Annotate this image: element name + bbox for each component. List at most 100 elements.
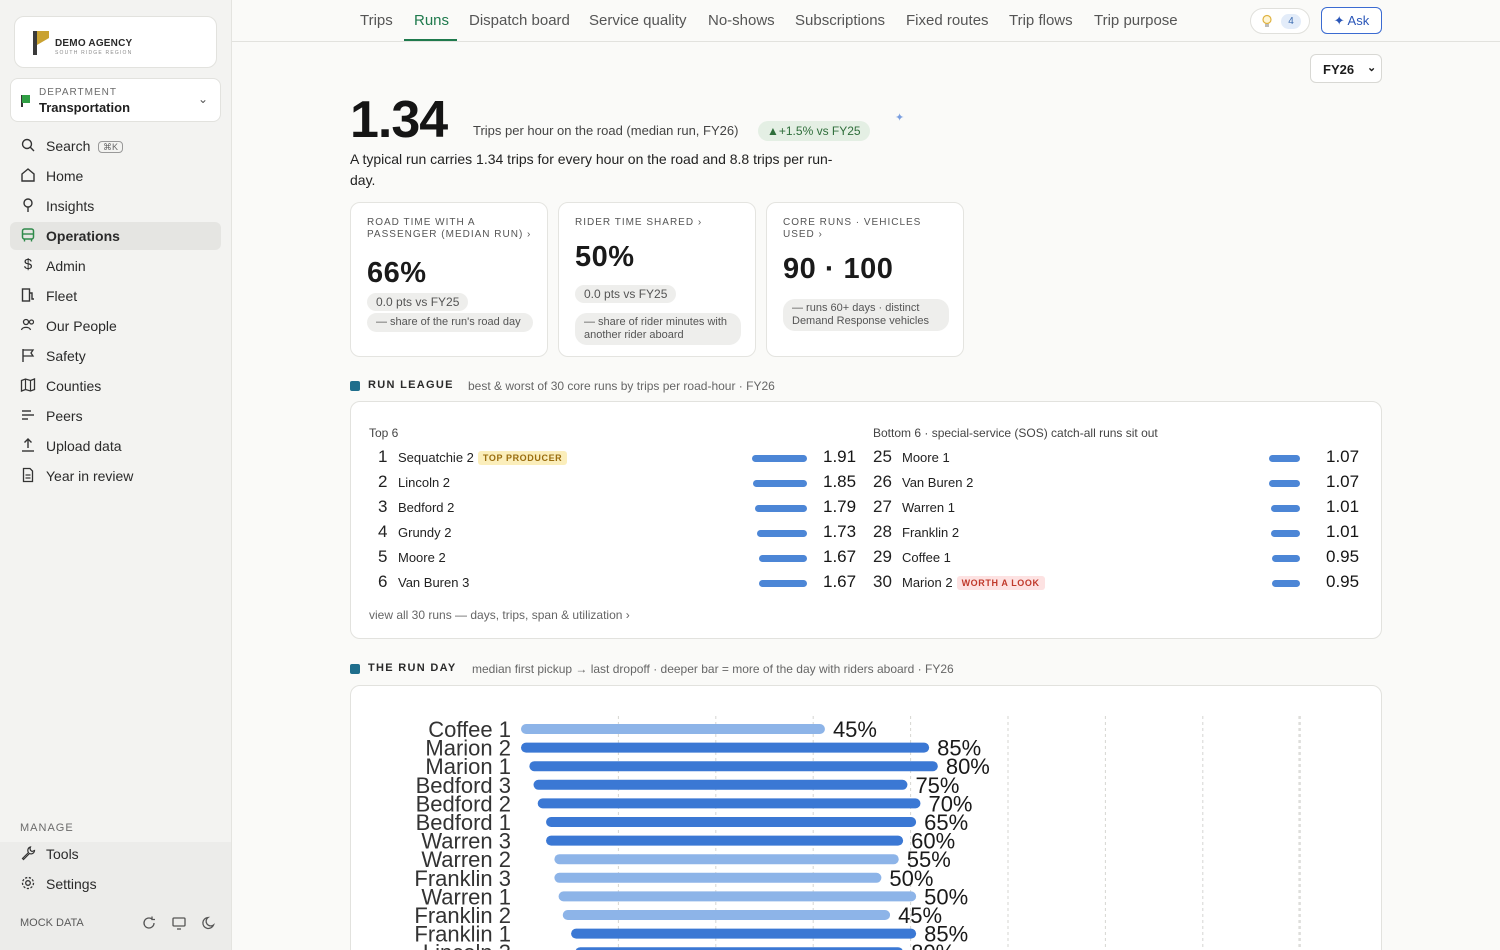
moon-icon[interactable] bbox=[201, 915, 217, 931]
department-name: Transportation bbox=[39, 100, 131, 115]
department-flag-icon bbox=[22, 95, 30, 103]
sidebar-item-tools[interactable]: Tools bbox=[10, 840, 221, 868]
sidebar-item-peers[interactable]: Peers bbox=[10, 402, 221, 430]
insights-button[interactable]: 4 bbox=[1250, 8, 1310, 34]
league-value: 1.01 bbox=[1326, 497, 1360, 516]
sidebar-item-upload-data[interactable]: Upload data bbox=[10, 432, 221, 460]
sparkle-icon[interactable]: ✦ bbox=[895, 112, 905, 124]
run-day-bar[interactable] bbox=[546, 835, 904, 846]
league-rank: 26 bbox=[873, 472, 892, 491]
league-value: 1.01 bbox=[1326, 522, 1360, 541]
sidebar-item-admin[interactable]: $ Admin bbox=[10, 252, 221, 280]
run-day-value-label: 50% bbox=[924, 884, 968, 909]
league-bar bbox=[1269, 480, 1300, 487]
run-name-text: Moore 2 bbox=[398, 550, 446, 565]
sidebar-item-counties[interactable]: Counties bbox=[10, 372, 221, 400]
league-rank: 6 bbox=[378, 572, 388, 591]
run-day-value-label: 80% bbox=[911, 940, 955, 950]
sidebar-item-label: Home bbox=[46, 168, 84, 184]
league-value: 0.95 bbox=[1326, 572, 1360, 591]
league-row[interactable]: 5 Moore 2 1.67 bbox=[378, 547, 863, 569]
league-run-name: Moore 2 bbox=[398, 550, 446, 565]
run-day-category-label: Warren 2 bbox=[421, 847, 511, 872]
league-row[interactable]: 25 Moore 1 1.07 bbox=[873, 447, 1366, 469]
league-run-name: Marion 2 WORTH A LOOK bbox=[902, 575, 1045, 590]
sidebar-item-fleet[interactable]: Fleet bbox=[10, 282, 221, 310]
run-day-bar[interactable] bbox=[529, 761, 938, 772]
run-day-bar[interactable] bbox=[533, 779, 908, 790]
view-all-runs-link[interactable]: view all 30 runs — days, trips, span & u… bbox=[369, 608, 630, 622]
run-day-bar[interactable] bbox=[546, 817, 917, 827]
sidebar-item-settings[interactable]: Settings bbox=[10, 870, 221, 898]
run-day-bar[interactable] bbox=[562, 910, 891, 920]
hero-metric-value: 1.34 bbox=[350, 91, 448, 149]
sidebar-item-insights[interactable]: Insights bbox=[10, 192, 221, 220]
tab-runs[interactable]: Runs bbox=[414, 12, 450, 29]
league-row[interactable]: 30 Marion 2 WORTH A LOOK 0.95 bbox=[873, 572, 1366, 594]
worth-a-look-badge: WORTH A LOOK bbox=[956, 576, 1045, 590]
run-day-category-label: Coffee 1 bbox=[428, 717, 511, 742]
run-day-bar[interactable] bbox=[575, 947, 903, 950]
run-day-value-label: 65% bbox=[924, 810, 968, 835]
league-row[interactable]: 6 Van Buren 3 1.67 bbox=[378, 572, 863, 594]
sidebar-item-label: Counties bbox=[46, 378, 102, 394]
ask-button[interactable]: ✦ Ask bbox=[1321, 7, 1382, 34]
sidebar-item-operations[interactable]: Operations bbox=[10, 222, 221, 250]
sidebar-item-label: Search bbox=[46, 138, 91, 154]
search-icon bbox=[21, 138, 35, 152]
fiscal-year-select[interactable]: FY26 ⌄ bbox=[1310, 54, 1382, 83]
department-selector[interactable]: DEPARTMENT Transportation ⌄ bbox=[10, 78, 221, 122]
sidebar-item-label: Our People bbox=[46, 318, 117, 334]
league-row[interactable]: 4 Grundy 2 1.73 bbox=[378, 522, 863, 544]
league-row[interactable]: 1 Sequatchie 2 TOP PRODUCER 1.91 bbox=[378, 447, 863, 469]
run-day-bar[interactable] bbox=[537, 798, 921, 809]
run-day-value-label: 45% bbox=[898, 903, 942, 928]
kpi-card-core-runs[interactable]: CORE RUNS · VEHICLES USED › 90 · 100 — r… bbox=[766, 202, 964, 357]
sidebar-footer bbox=[0, 842, 231, 950]
league-row[interactable]: 27 Warren 1 1.01 bbox=[873, 497, 1366, 519]
run-day-bar[interactable] bbox=[554, 872, 882, 883]
monitor-icon[interactable] bbox=[171, 915, 187, 931]
sidebar-item-year-in-review[interactable]: Year in review bbox=[10, 462, 221, 490]
run-day-bar[interactable] bbox=[554, 854, 899, 865]
sidebar-item-search[interactable]: Search ⌘K bbox=[10, 132, 221, 160]
sidebar-item-home[interactable]: Home bbox=[10, 162, 221, 190]
run-day-value-label: 85% bbox=[937, 736, 981, 761]
run-day-bar[interactable] bbox=[558, 891, 917, 902]
tab-trips[interactable]: Trips bbox=[360, 12, 393, 29]
league-row[interactable]: 26 Van Buren 2 1.07 bbox=[873, 472, 1366, 494]
kpi-card-rider-time-shared[interactable]: RIDER TIME SHARED › 50% 0.0 pts vs FY25 … bbox=[558, 202, 756, 357]
refresh-icon[interactable] bbox=[141, 915, 157, 931]
run-day-value-label: 45% bbox=[833, 717, 877, 742]
run-name-text: Franklin 2 bbox=[902, 525, 960, 540]
run-day-bar[interactable] bbox=[521, 742, 930, 753]
run-day-bar[interactable] bbox=[571, 928, 917, 939]
league-bar bbox=[759, 555, 807, 562]
kpi-comparison: 0.0 pts vs FY25 bbox=[575, 285, 677, 303]
tab-no-shows[interactable]: No-shows bbox=[708, 12, 775, 29]
league-row[interactable]: 2 Lincoln 2 1.85 bbox=[378, 472, 863, 494]
sidebar-item-our-people[interactable]: Our People bbox=[10, 312, 221, 340]
run-name-text: Lincoln 2 bbox=[398, 475, 451, 490]
tab-trip-flows[interactable]: Trip flows bbox=[1009, 12, 1073, 29]
league-row[interactable]: 28 Franklin 2 1.01 bbox=[873, 522, 1366, 544]
league-rank: 1 bbox=[378, 447, 388, 466]
tab-service-quality[interactable]: Service quality bbox=[589, 12, 687, 29]
agency-logo[interactable]: DEMO AGENCY SOUTH RIDGE REGION bbox=[14, 16, 217, 68]
tab-trip-purpose[interactable]: Trip purpose bbox=[1094, 12, 1178, 29]
tab-fixed-routes[interactable]: Fixed routes bbox=[906, 12, 989, 29]
sidebar-item-safety[interactable]: Safety bbox=[10, 342, 221, 370]
run-league-panel: Top 6 Bottom 6 · special-service (SOS) c… bbox=[350, 401, 1382, 639]
run-day-chart-panel: Coffee 1 45% Marion 2 85% Marion 1 80% Bedford… bbox=[350, 685, 1382, 950]
kpi-comparison: 0.0 pts vs FY25 bbox=[367, 293, 469, 311]
league-row[interactable]: 29 Coffee 1 0.95 bbox=[873, 547, 1366, 569]
kpi-card-road-time[interactable]: ROAD TIME WITH A PASSENGER (MEDIAN RUN) … bbox=[350, 202, 548, 357]
league-rank: 29 bbox=[873, 547, 892, 566]
tab-subscriptions[interactable]: Subscriptions bbox=[795, 12, 886, 29]
run-name-text: Warren 1 bbox=[902, 500, 955, 515]
run-day-bar[interactable] bbox=[521, 724, 825, 734]
lightbulb-icon bbox=[1262, 14, 1272, 27]
tab-dispatch-board[interactable]: Dispatch board bbox=[469, 12, 570, 29]
league-row[interactable]: 3 Bedford 2 1.79 bbox=[378, 497, 863, 519]
league-value: 1.91 bbox=[823, 447, 857, 466]
